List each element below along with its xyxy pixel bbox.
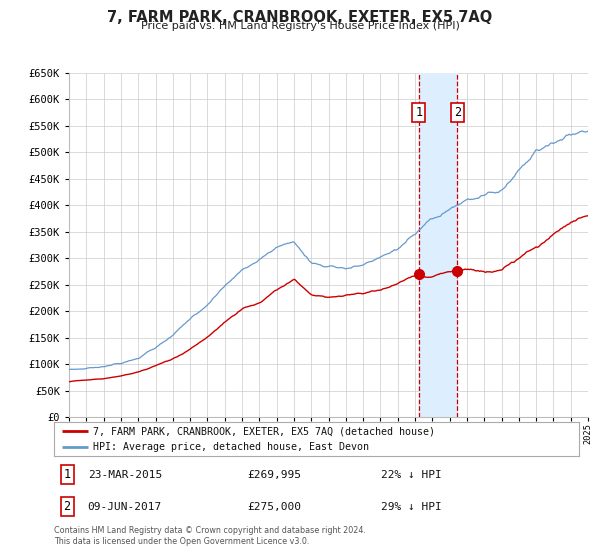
Text: Contains HM Land Registry data © Crown copyright and database right 2024.
This d: Contains HM Land Registry data © Crown c… — [54, 526, 366, 546]
Text: 1: 1 — [415, 106, 422, 119]
Text: £275,000: £275,000 — [248, 502, 302, 512]
Text: 29% ↓ HPI: 29% ↓ HPI — [380, 502, 442, 512]
Text: HPI: Average price, detached house, East Devon: HPI: Average price, detached house, East… — [94, 442, 370, 452]
Text: 7, FARM PARK, CRANBROOK, EXETER, EX5 7AQ: 7, FARM PARK, CRANBROOK, EXETER, EX5 7AQ — [107, 10, 493, 25]
Text: £269,995: £269,995 — [248, 470, 302, 480]
Text: 2: 2 — [454, 106, 461, 119]
Text: 1: 1 — [64, 468, 71, 481]
Text: 7, FARM PARK, CRANBROOK, EXETER, EX5 7AQ (detached house): 7, FARM PARK, CRANBROOK, EXETER, EX5 7AQ… — [94, 426, 436, 436]
Text: 22% ↓ HPI: 22% ↓ HPI — [380, 470, 442, 480]
Bar — [419, 73, 457, 417]
Text: 09-JUN-2017: 09-JUN-2017 — [88, 502, 162, 512]
Text: Price paid vs. HM Land Registry's House Price Index (HPI): Price paid vs. HM Land Registry's House … — [140, 21, 460, 31]
Text: 2: 2 — [64, 500, 71, 514]
Text: 23-MAR-2015: 23-MAR-2015 — [88, 470, 162, 480]
